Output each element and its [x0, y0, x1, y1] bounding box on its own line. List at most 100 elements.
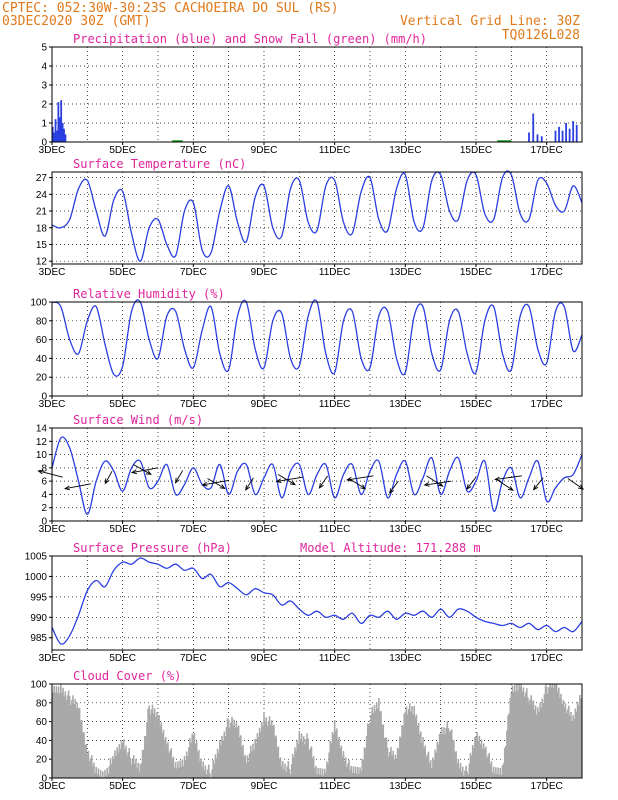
cloud-bar [93, 762, 95, 778]
cloud-bar [152, 713, 155, 778]
cloud-bar [247, 761, 250, 778]
header-line1-left: CPTEC: 052:30W-30:23S CACHOEIRA DO SUL (… [2, 1, 339, 16]
cloud-bar [187, 756, 189, 778]
y-tick-label: 0 [41, 392, 47, 403]
y-tick-label: 40 [36, 354, 48, 365]
cloud-bar [495, 767, 497, 778]
cloud-bar [212, 759, 215, 778]
y-tick-label: 27 [36, 173, 48, 184]
x-tick-label: 5DEC [109, 781, 136, 792]
cloud-bar [172, 756, 175, 778]
cloud-bar [340, 745, 343, 778]
cloud-bar [396, 747, 399, 778]
header-line2-left: 03DEC2020 30Z (GMT) [2, 14, 151, 29]
cloud-bar [234, 727, 237, 778]
cloud-bar [198, 749, 200, 778]
cloud-bar [228, 727, 231, 778]
cloud-bar [297, 743, 300, 778]
y-tick-label: 12 [36, 257, 48, 268]
cloud-bar [500, 774, 503, 778]
cloud-bar [530, 695, 533, 778]
cloud-bar [566, 709, 569, 778]
cloud-bar [121, 743, 124, 778]
cloud-bar [491, 772, 494, 778]
cloud-bar [72, 695, 74, 778]
cloud-bar [489, 763, 492, 778]
cloud-bar [89, 758, 92, 778]
cloud-bar [575, 711, 578, 778]
cloud-bar [574, 708, 577, 778]
cloud-bar [453, 740, 455, 778]
wind-vector [319, 475, 328, 489]
cloud-bar [275, 735, 277, 778]
panel-precip: Precipitation (blue) and Snow Fall (gree… [39, 32, 583, 156]
header-line3-right: TQ0126L028 [502, 28, 580, 43]
cloud-bar [326, 761, 328, 778]
cloud-bar [520, 684, 523, 778]
cloud-bar [421, 742, 423, 778]
y-tick-label: 1 [41, 119, 47, 130]
cloud-bar [519, 686, 521, 778]
cloud-bar [327, 763, 329, 778]
cloud-bar [79, 720, 82, 778]
cloud-bar [143, 736, 146, 778]
wind-vector-head [532, 484, 539, 491]
x-tick-label: 15DEC [460, 267, 492, 278]
cloud-bar [227, 719, 230, 778]
cloud-bar [414, 716, 417, 778]
wind-vector-head [423, 482, 430, 487]
cloud-bar [74, 699, 76, 778]
wind-vector [104, 470, 113, 484]
cloud-bar [60, 684, 62, 778]
cloud-bar [387, 756, 390, 778]
wind-vector [276, 476, 303, 482]
wind-vector [175, 470, 184, 483]
cloud-bar [429, 760, 432, 778]
wind-vector-head [37, 469, 44, 475]
cloud-bar [383, 737, 386, 778]
wind-vector-head [318, 482, 324, 489]
cloud-bar [552, 687, 555, 778]
cloud-bar [393, 759, 396, 778]
cloud-bar [374, 710, 377, 778]
cloud-bar [278, 758, 281, 778]
cloud-bar [154, 717, 157, 778]
cloud-bar [174, 762, 177, 778]
cloud-bar [512, 692, 515, 778]
cloud-bar [267, 721, 270, 778]
cloud-bar [135, 759, 137, 778]
cloud-bar [419, 731, 422, 778]
cloud-bar [562, 700, 565, 778]
cloud-bar [63, 696, 65, 778]
panel-title-rh: Relative Humidity (%) [73, 287, 225, 301]
cloud-bar [183, 755, 186, 778]
cloud-bar [570, 712, 572, 778]
cloud-bar [294, 747, 296, 778]
cloud-bar [545, 686, 548, 778]
cloud-bar [194, 743, 197, 778]
wind-vector [466, 476, 477, 490]
cloud-bar [209, 773, 211, 778]
cloud-bar [223, 731, 226, 778]
wind-vector [567, 478, 584, 490]
series-line-rh [51, 299, 583, 377]
cloud-bar [151, 704, 154, 778]
cloud-bar [78, 707, 81, 778]
cloud-bar [87, 750, 90, 778]
cloud-bar [67, 690, 70, 778]
panel-title-precip: Precipitation (blue) and Snow Fall (gree… [73, 32, 427, 46]
cloud-bar [181, 759, 184, 778]
precip-bar [60, 100, 63, 142]
cloud-bar [531, 704, 534, 778]
cloud-bar [537, 707, 539, 778]
cloud-bar [205, 774, 208, 778]
cloud-bar [522, 687, 525, 778]
y-tick-label: 60 [36, 335, 48, 346]
cloud-bar [366, 723, 369, 778]
cloud-bar [532, 700, 535, 778]
x-tick-label: 9DEC [251, 399, 278, 410]
y-tick-label: 100 [30, 680, 47, 691]
cloud-bar [438, 733, 441, 778]
wind-vector-head [289, 480, 296, 486]
cloud-bar [64, 691, 67, 778]
